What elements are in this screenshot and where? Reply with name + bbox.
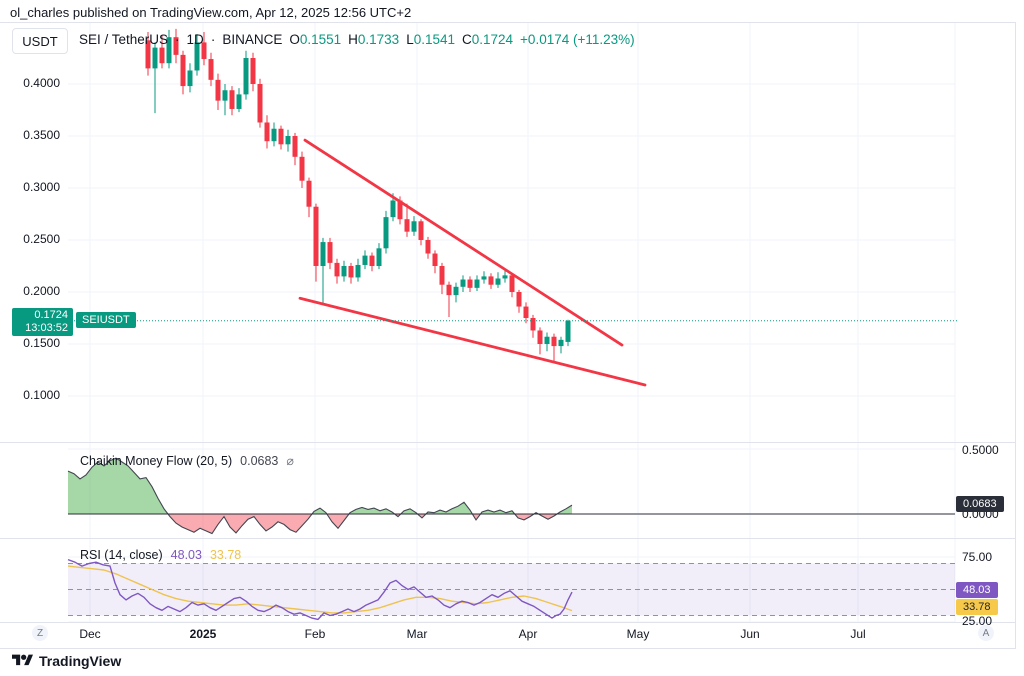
time-axis-label: May	[626, 627, 650, 641]
cmf-title: Chaikin Money Flow (20, 5)	[80, 453, 233, 468]
rsi-panel-separator	[0, 538, 1015, 539]
price-axis-label: 0.4000	[23, 76, 60, 90]
header-attribution: ol_charles published on TradingView.com,…	[10, 5, 412, 20]
widget-bottom-border	[0, 648, 1015, 649]
time-axis-separator	[0, 622, 1015, 623]
tradingview-brand-text: TradingView	[39, 652, 122, 669]
change-value: +0.0174 (+11.23%)	[520, 32, 635, 47]
candles	[145, 28, 571, 362]
cmf-panel-separator	[0, 442, 1015, 443]
exchange-label: BINANCE	[222, 32, 283, 47]
cmf-axis-top-label: 0.5000	[962, 443, 999, 457]
legend-separator: ·	[175, 32, 180, 47]
widget-right-border	[1015, 22, 1016, 649]
time-axis-label: Feb	[304, 627, 326, 641]
rsi-badge-main: 48.03	[956, 582, 998, 598]
cmf-value: 0.0683	[240, 453, 279, 468]
price-axis-label: 0.3500	[23, 128, 60, 142]
cmf-value-badge: 0.0683	[956, 496, 1004, 512]
ohlc-low: L0.1541	[406, 32, 455, 47]
lower-wedge	[298, 296, 647, 387]
interval-label: 1D	[186, 32, 204, 47]
legend-separator: ·	[210, 32, 216, 47]
price-axis-label: 0.1500	[23, 336, 60, 350]
ohlc-high: H0.1733	[348, 32, 400, 47]
cmf-title-row: Chaikin Money Flow (20, 5) 0.0683 ⌀	[80, 453, 294, 469]
ohlc-close: C0.1724	[462, 32, 514, 47]
rsi-title: RSI (14, close)	[80, 548, 163, 562]
time-axis-label: Dec	[79, 627, 101, 641]
rsi-badge-signal: 33.78	[956, 599, 998, 615]
currency-button[interactable]: USDT	[12, 28, 68, 54]
price-axis-label: 0.1000	[23, 388, 60, 402]
cmf-area-negative	[68, 514, 572, 534]
current-time-value: 13:03:52	[25, 322, 68, 334]
time-axis-label: Apr	[518, 627, 538, 641]
symbol-price-tag: SEIUSDT	[76, 312, 136, 328]
auto-scale-button[interactable]: A	[978, 625, 994, 641]
current-price-value: 0.1724	[34, 309, 68, 321]
price-axis-label: 0.2500	[23, 232, 60, 246]
rsi-axis-top-label: 75.00	[962, 550, 993, 564]
widget-top-border	[0, 22, 1015, 23]
rsi-value-main: 48.03	[170, 548, 202, 562]
symbol-legend: SEI / TetherUS · 1D · BINANCE O0.1551 H0…	[79, 32, 635, 47]
price-axis-label: 0.3000	[23, 180, 60, 194]
cmf-line	[67, 457, 573, 535]
ohlc-open: O0.1551	[289, 32, 342, 47]
cmf-source-icon: ⌀	[286, 454, 294, 468]
current-price-badge: 0.1724 13:03:52	[12, 308, 73, 336]
symbol-title: SEI / TetherUS	[79, 32, 169, 47]
time-axis-label: Jun	[740, 627, 760, 641]
price-axis-label: 0.2000	[23, 284, 60, 298]
cmf-area-positive	[68, 458, 572, 514]
upper-wedge	[303, 138, 624, 347]
footer-brand[interactable]: TradingView	[12, 652, 121, 669]
time-axis-label: 2025	[189, 627, 217, 641]
rsi-main-line	[67, 558, 573, 621]
time-axis-label: Jul	[850, 627, 866, 641]
rsi-value-signal: 33.78	[209, 548, 242, 562]
rsi-signal-line	[67, 565, 573, 614]
timezone-button[interactable]: Z	[32, 625, 48, 641]
time-axis-label: Mar	[406, 627, 428, 641]
tradingview-logo-icon	[12, 654, 33, 666]
rsi-title-row: RSI (14, close) 48.03 33.78	[80, 548, 241, 562]
rsi-axis-bottom-label: 25.00	[962, 614, 993, 628]
